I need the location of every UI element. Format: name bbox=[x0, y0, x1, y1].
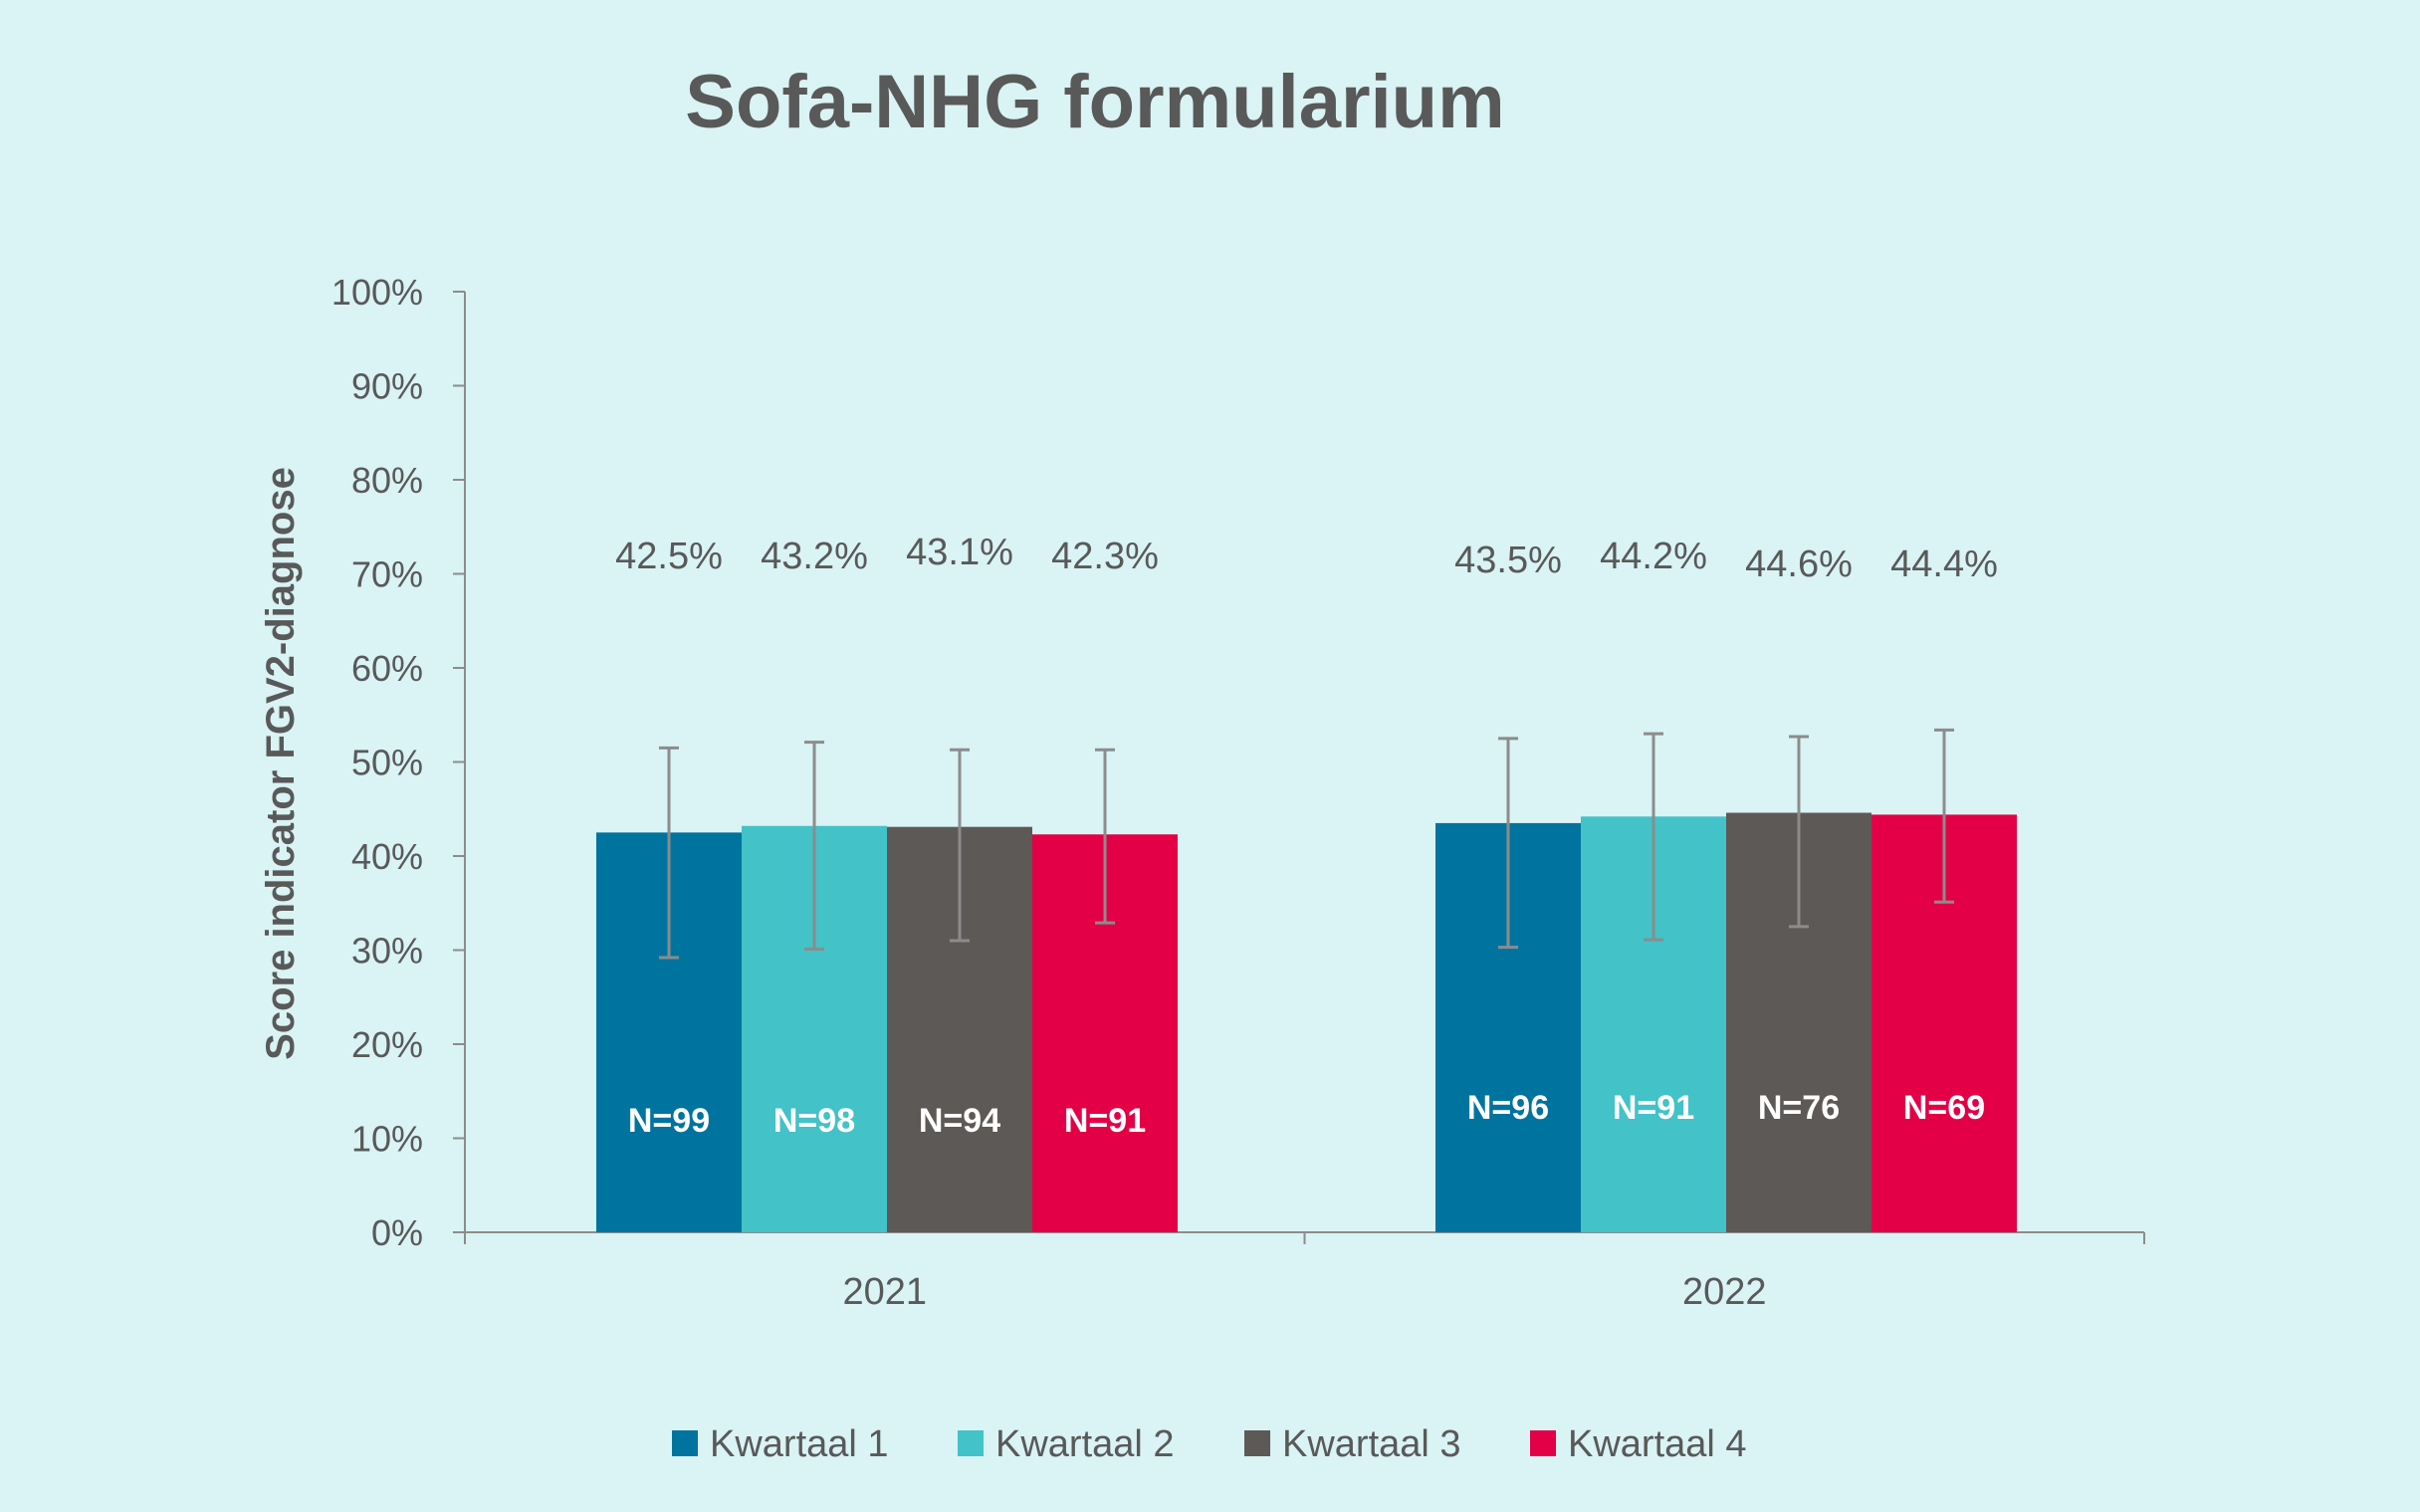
y-tick-label: 70% bbox=[351, 554, 423, 595]
n-label: N=96 bbox=[1467, 1089, 1549, 1127]
data-label: 43.5% bbox=[1454, 540, 1562, 581]
n-label: N=91 bbox=[1064, 1102, 1146, 1140]
y-tick-label: 50% bbox=[351, 743, 423, 783]
n-label: N=99 bbox=[628, 1102, 710, 1140]
y-tick-label: 60% bbox=[351, 648, 423, 689]
n-label: N=91 bbox=[1613, 1089, 1694, 1127]
legend-swatch bbox=[1530, 1430, 1556, 1456]
data-label: 44.4% bbox=[1890, 543, 1998, 585]
x-category-label: 2022 bbox=[1682, 1271, 1767, 1313]
axes: 0% 10% 20% 30% 40% 50% 60% 70% 80% 90% 100% 2021 202… bbox=[331, 272, 2145, 1313]
y-tick-label: 20% bbox=[351, 1024, 423, 1065]
legend-label: Kwartaal 4 bbox=[1568, 1423, 1747, 1465]
y-tick-label: 100% bbox=[331, 272, 423, 313]
y-tick-label: 80% bbox=[351, 460, 423, 501]
x-category-label: 2021 bbox=[842, 1271, 927, 1313]
legend-swatch bbox=[958, 1430, 984, 1456]
y-tick-label: 90% bbox=[351, 366, 423, 407]
y-tick-label: 40% bbox=[351, 836, 423, 877]
bars: 42.5% N=99 43.5% N=96 43.2% N=98 44.2% N=91 43.1… bbox=[596, 532, 2017, 1232]
y-tick-label: 0% bbox=[371, 1212, 423, 1253]
chart-title: Sofa-NHG formularium bbox=[685, 60, 1504, 144]
legend-label: Kwartaal 2 bbox=[995, 1423, 1175, 1465]
legend-label: Kwartaal 3 bbox=[1282, 1423, 1461, 1465]
y-tick-label: 30% bbox=[351, 931, 423, 972]
legend-swatch bbox=[672, 1430, 698, 1456]
data-label: 44.6% bbox=[1745, 543, 1853, 585]
data-label: 43.2% bbox=[761, 536, 868, 577]
y-axis-label: Score indicator FGV2-diagnose bbox=[259, 467, 303, 1060]
legend: Kwartaal 1 Kwartaal 2 Kwartaal 3 Kwartaal 4 bbox=[672, 1423, 1747, 1465]
data-label: 42.5% bbox=[615, 536, 723, 577]
data-label: 44.2% bbox=[1600, 536, 1707, 577]
legend-label: Kwartaal 1 bbox=[710, 1423, 889, 1465]
n-label: N=98 bbox=[773, 1102, 855, 1140]
legend-swatch bbox=[1244, 1430, 1270, 1456]
data-label: 42.3% bbox=[1051, 536, 1159, 577]
y-tick-label: 10% bbox=[351, 1119, 423, 1160]
n-label: N=76 bbox=[1758, 1089, 1840, 1127]
n-label: N=94 bbox=[919, 1102, 1000, 1140]
data-label: 43.1% bbox=[906, 532, 1013, 573]
n-label: N=69 bbox=[1903, 1089, 1985, 1127]
